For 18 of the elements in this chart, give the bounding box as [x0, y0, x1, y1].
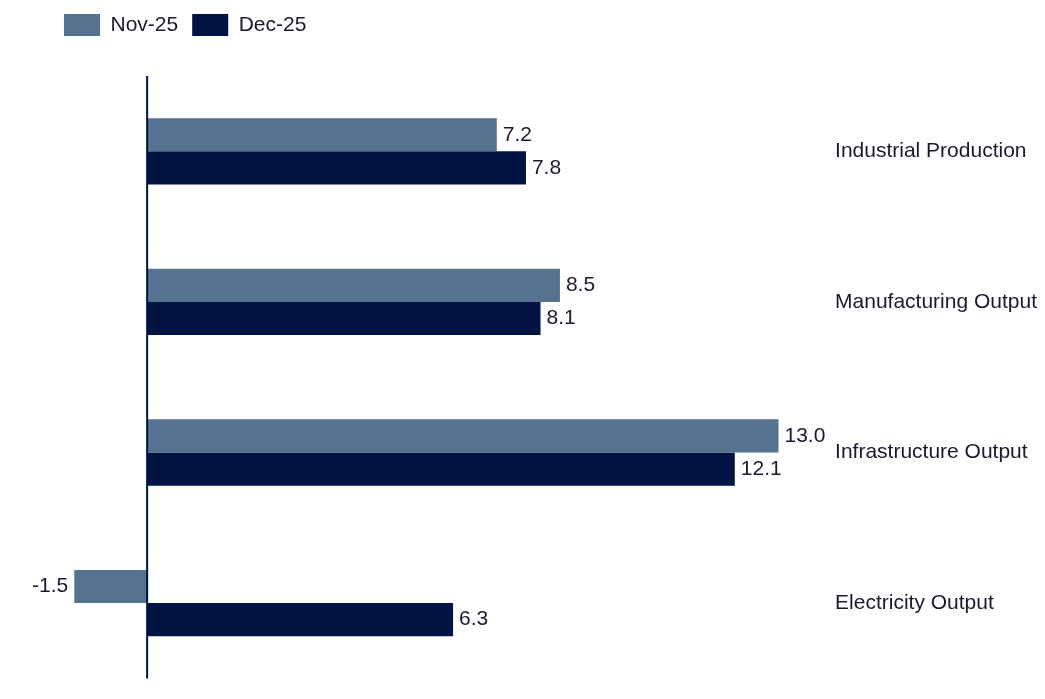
legend-label: Nov-25 — [110, 11, 179, 35]
data-label: 8.1 — [546, 305, 576, 329]
legend-label: Dec-25 — [238, 11, 307, 35]
data-label: 6.3 — [459, 606, 489, 630]
bar — [147, 118, 497, 152]
data-label: 7.2 — [502, 121, 533, 145]
y-tick-label: Industrial Production — [835, 138, 1027, 162]
bar — [74, 569, 148, 604]
data-label: 13.0 — [784, 422, 826, 446]
bar — [147, 268, 560, 302]
y-tick-label: Electricity Output — [835, 589, 994, 613]
data-label: -1.5 — [32, 573, 69, 597]
y-tick-label: Manufacturing Output — [835, 288, 1038, 312]
y-tick-label: Infrastructure Output — [835, 439, 1028, 463]
data-label: 12.1 — [740, 455, 782, 479]
data-label: 8.5 — [565, 272, 596, 296]
data-label: 7.8 — [531, 154, 562, 178]
bar — [147, 419, 779, 453]
